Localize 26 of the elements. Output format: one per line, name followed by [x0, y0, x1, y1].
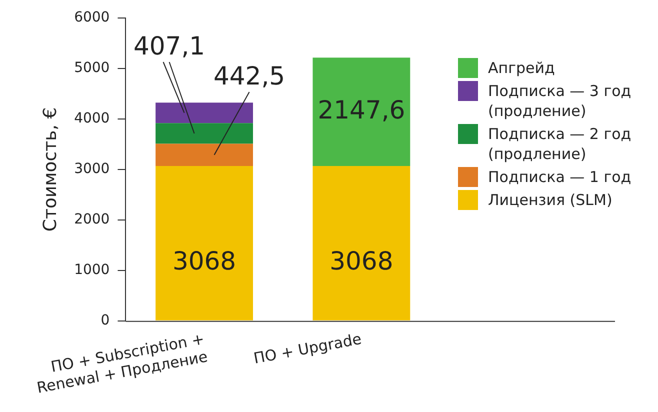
y-tick-label: 3000	[74, 161, 110, 178]
y-tick-label: 1000	[74, 262, 110, 278]
y-tick-label: 4000	[74, 110, 110, 127]
bar	[312, 58, 410, 166]
y-tick-label: 6000	[74, 10, 110, 26]
annotation: 407,1	[133, 32, 206, 60]
bar	[312, 166, 410, 320]
y-tick-label: 0	[100, 312, 110, 329]
x-tick-label: ПО + Subscription + Renewal + Продление	[35, 330, 210, 397]
y-tick-label: 5000	[74, 60, 110, 76]
data-label: 2147,6	[318, 95, 406, 124]
legend-label: Подписка — 2 год (продление)	[488, 124, 632, 164]
y-tick-label: 2000	[74, 212, 110, 228]
x-tick-label: ПО + Upgrade	[252, 330, 363, 368]
data-label: 3068	[330, 246, 394, 276]
legend-label: Подписка — 1 год	[488, 167, 632, 187]
data-label: 3068	[172, 246, 236, 276]
y-axis-title: Стоимость, €	[40, 107, 61, 232]
bar	[156, 102, 253, 124]
legend-label: Апгрейд	[488, 58, 556, 78]
bar	[156, 123, 253, 144]
annotation: 442,5	[213, 62, 286, 90]
bar	[156, 166, 253, 320]
legend-label: Лицензия (SLM)	[488, 190, 614, 210]
bar	[156, 144, 253, 166]
legend-label: Подписка — 3 год (продление)	[488, 81, 632, 121]
